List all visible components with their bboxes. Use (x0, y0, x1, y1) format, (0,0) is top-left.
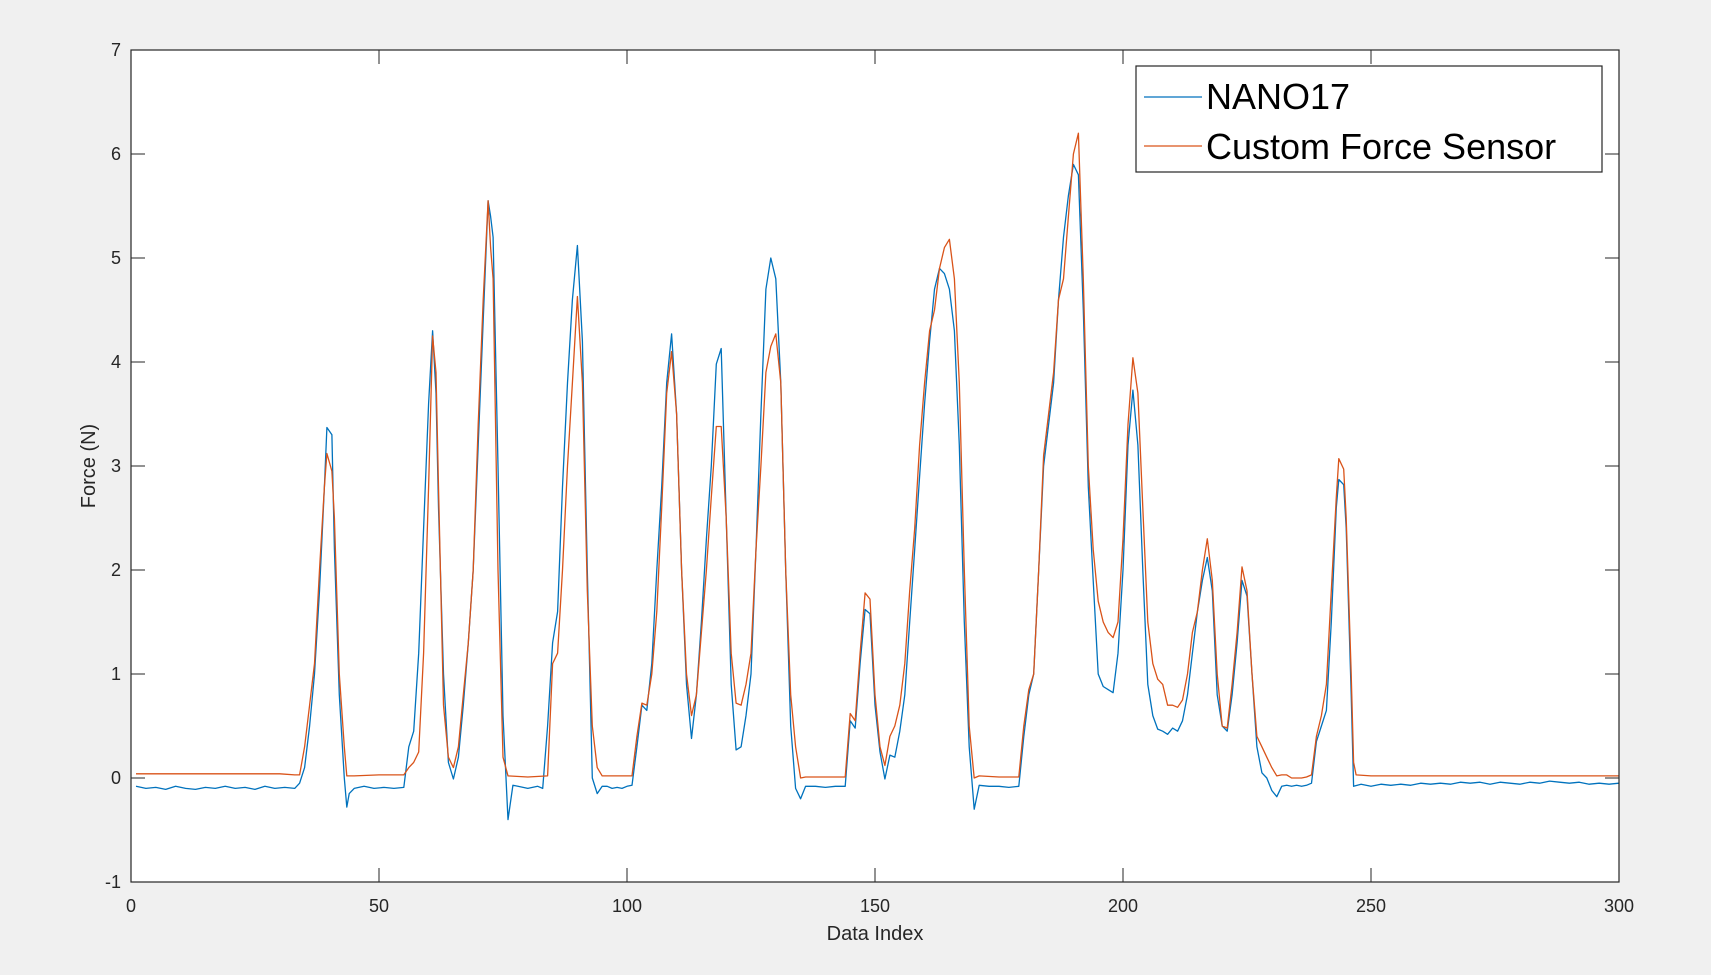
y-tick-label: 7 (111, 40, 121, 60)
legend: NANO17 Custom Force Sensor (1135, 65, 1603, 173)
x-tick-label: 150 (860, 896, 890, 916)
y-tick-label: 3 (111, 456, 121, 476)
x-tick-label: 200 (1108, 896, 1138, 916)
legend-label-custom-force-sensor: Custom Force Sensor (1206, 126, 1556, 167)
y-tick-label: 6 (111, 144, 121, 164)
x-tick-label: 50 (369, 896, 389, 916)
series-line-custom-force-sensor (136, 132, 1619, 779)
series-group (135, 132, 1620, 821)
x-tick-label: 0 (126, 896, 136, 916)
y-tick-label: 5 (111, 248, 121, 268)
legend-label-nano17: NANO17 (1206, 76, 1350, 117)
x-tick-label: 100 (612, 896, 642, 916)
y-tick-label: 0 (111, 768, 121, 788)
y-tick-label: 4 (111, 352, 121, 372)
plot-background (131, 50, 1619, 882)
y-tick-label: 1 (111, 664, 121, 684)
legend-box (1135, 65, 1603, 173)
x-tick-label: 250 (1356, 896, 1386, 916)
y-tick-label: -1 (105, 872, 121, 892)
x-tick-label: 300 (1604, 896, 1634, 916)
x-axis-label: Data Index (827, 923, 924, 945)
y-tick-label: 2 (111, 560, 121, 580)
y-axis-label: Force (N) (78, 424, 100, 508)
